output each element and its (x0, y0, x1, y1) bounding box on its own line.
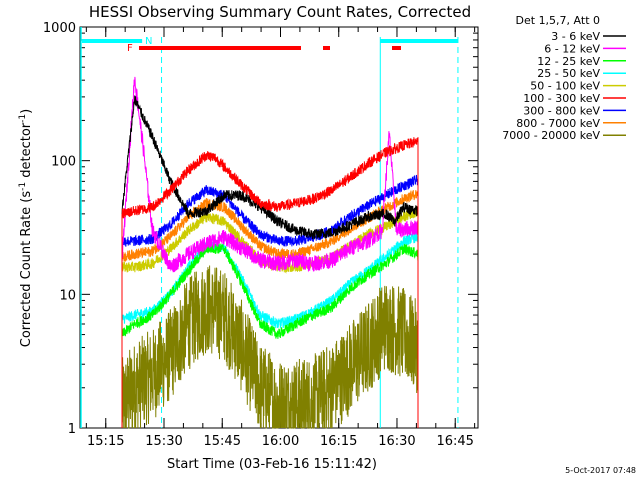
legend-entry-label: 300 - 800 keV (523, 104, 600, 117)
x-tick-label: 16:45 (436, 434, 473, 449)
x-tick-label: 15:15 (87, 434, 124, 449)
y-tick-label: 1 (68, 422, 76, 437)
legend-entry-label: 50 - 100 keV (530, 80, 600, 93)
legend-entry-label: 12 - 25 keV (537, 55, 600, 68)
y-tick-label: 10 (59, 288, 76, 303)
x-tick-label: 16:15 (320, 434, 357, 449)
y-axis-label-main: Corrected Count Rate (s (19, 191, 34, 348)
y-axis-label-sup1: -1 (18, 182, 28, 191)
legend-entry-label: 25 - 50 keV (537, 67, 600, 80)
y-axis-label-end: ) (19, 109, 34, 114)
x-axis-label: Start Time (03-Feb-16 15:11:42) (167, 457, 377, 472)
series-line (121, 243, 419, 428)
chart-title: HESSI Observing Summary Count Rates, Cor… (89, 3, 471, 21)
legend-entry-label: 800 - 7000 keV (516, 117, 600, 130)
y-tick-label: 100 (51, 155, 76, 170)
y-axis-label: Corrected Count Rate (s-1 detector-1) (18, 109, 34, 347)
y-axis-label-mid: detector (19, 122, 34, 182)
x-tick-label: 16:00 (262, 434, 299, 449)
flag-label-f: F (127, 43, 133, 54)
y-axis-label-sup2: -1 (18, 114, 28, 123)
y-tick-label: 1000 (43, 21, 76, 36)
plot-area: 1 10 100 1000 15:15 15:30 15:45 16:00 16:15 16:30… (43, 21, 479, 449)
series-line (121, 137, 419, 428)
flag-label-n: N (145, 36, 152, 47)
legend-entry-label: 6 - 12 keV (544, 42, 600, 55)
x-tick-label: 15:45 (204, 434, 241, 449)
series-line (121, 174, 419, 428)
series-line (121, 76, 419, 428)
x-tick-label: 15:30 (145, 434, 182, 449)
legend-entry-label: 3 - 6 keV (551, 30, 600, 43)
legend-entry-label: 100 - 300 keV (523, 92, 600, 105)
legend-entry-label: 7000 - 20000 keV (502, 129, 600, 142)
timestamp: 5-Oct-2017 07:48 (565, 466, 636, 475)
legend-header: Det 1,5,7, Att 0 (516, 14, 600, 27)
x-tick-label: 16:30 (378, 434, 415, 449)
series-line (121, 265, 419, 429)
